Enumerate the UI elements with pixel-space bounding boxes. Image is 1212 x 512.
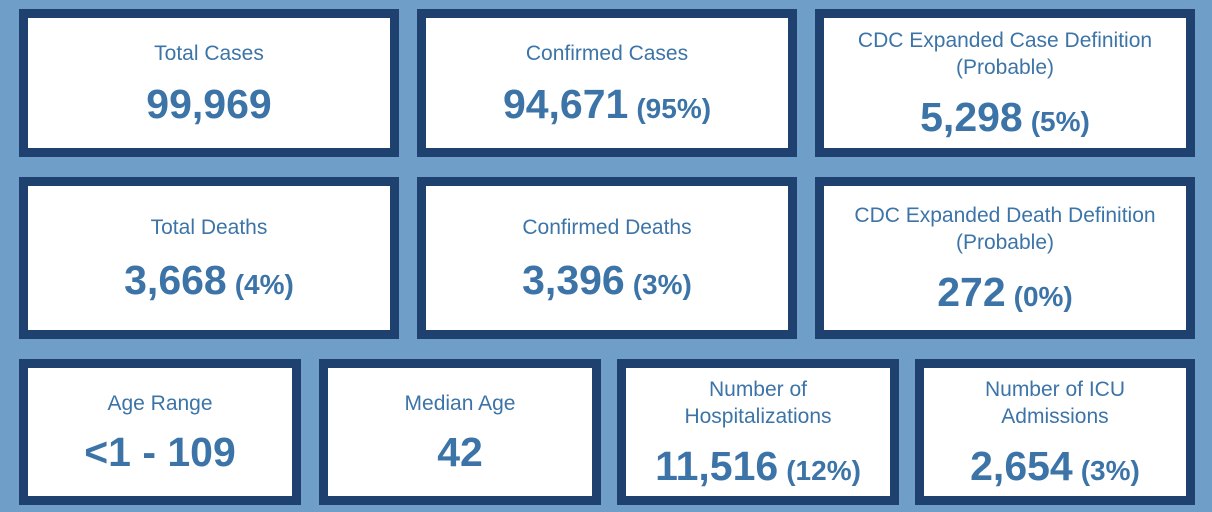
cdc-expanded-case-definition-card: CDC Expanded Case Definition (Probable) … bbox=[815, 9, 1195, 157]
hospitalizations-label-line-2: Hospitalizations bbox=[684, 405, 832, 429]
hospitalizations-label-line-1: Number of bbox=[708, 378, 808, 402]
icu-admissions-value-line: 2,654 (3%) bbox=[970, 442, 1140, 489]
icu-admissions-label-line-1: Number of ICU bbox=[984, 378, 1126, 402]
confirmed-deaths-percent: (3%) bbox=[632, 268, 692, 300]
total-cases-value-line: 99,969 bbox=[146, 83, 271, 126]
cdc-expanded-death-definition-card: CDC Expanded Death Definition (Probable)… bbox=[815, 177, 1195, 339]
total-deaths-percent: (4%) bbox=[234, 268, 294, 300]
icu-admissions-label-line-2: Admissions bbox=[1001, 405, 1109, 429]
cdc-expanded-case-definition-percent: (5%) bbox=[1030, 105, 1090, 137]
confirmed-cases-value-line: 94,671 (95%) bbox=[503, 83, 711, 126]
median-age-card: Median Age 42 bbox=[319, 359, 601, 505]
confirmed-cases-card: Confirmed Cases 94,671 (95%) bbox=[417, 9, 797, 157]
hospitalizations-card: Number of Hospitalizations 11,516 (12%) bbox=[617, 359, 899, 505]
median-age-label: Median Age bbox=[404, 392, 516, 416]
total-deaths-card: Total Deaths 3,668 (4%) bbox=[19, 177, 399, 339]
icu-admissions-percent: (3%) bbox=[1080, 454, 1140, 486]
cdc-expanded-case-definition-label-line-1: CDC Expanded Case Definition bbox=[857, 29, 1153, 53]
cdc-expanded-death-definition-label-line-1: CDC Expanded Death Definition bbox=[854, 204, 1156, 228]
total-deaths-value-line: 3,668 (4%) bbox=[124, 256, 294, 303]
age-range-value-line: <1 - 109 bbox=[84, 428, 236, 475]
cdc-expanded-death-definition-label-line-2: (Probable) bbox=[955, 231, 1055, 255]
median-age-value: 42 bbox=[437, 428, 483, 475]
confirmed-deaths-card: Confirmed Deaths 3,396 (3%) bbox=[417, 177, 797, 339]
cdc-expanded-case-definition-value-line: 5,298 (5%) bbox=[920, 93, 1090, 140]
age-range-label: Age Range bbox=[107, 392, 213, 416]
total-deaths-label: Total Deaths bbox=[150, 216, 268, 240]
cdc-expanded-death-definition-value: 272 bbox=[937, 268, 1006, 315]
hospitalizations-label: Number of Hospitalizations bbox=[684, 376, 831, 431]
icu-admissions-label: Number of ICU Admissions bbox=[985, 376, 1125, 431]
cdc-expanded-case-definition-label: CDC Expanded Case Definition (Probable) bbox=[858, 27, 1152, 82]
total-cases-card: Total Cases 99,969 bbox=[19, 9, 399, 157]
cdc-expanded-death-definition-value-line: 272 (0%) bbox=[937, 268, 1073, 315]
confirmed-deaths-label: Confirmed Deaths bbox=[522, 216, 692, 240]
confirmed-cases-label: Confirmed Cases bbox=[525, 41, 689, 65]
icu-admissions-value: 2,654 bbox=[970, 442, 1073, 489]
total-cases-value: 99,969 bbox=[146, 81, 272, 128]
hospitalizations-value-line: 11,516 (12%) bbox=[655, 442, 861, 489]
confirmed-cases-percent: (95%) bbox=[636, 93, 712, 125]
age-range-card: Age Range <1 - 109 bbox=[19, 359, 301, 505]
cdc-expanded-death-definition-percent: (0%) bbox=[1013, 280, 1073, 312]
icu-admissions-card: Number of ICU Admissions 2,654 (3%) bbox=[915, 359, 1195, 505]
confirmed-cases-value: 94,671 bbox=[502, 81, 629, 128]
age-range-value: <1 - 109 bbox=[84, 428, 236, 475]
confirmed-deaths-value-line: 3,396 (3%) bbox=[522, 256, 692, 303]
total-cases-label: Total Cases bbox=[154, 41, 264, 65]
total-deaths-value: 3,668 bbox=[124, 256, 227, 303]
cdc-expanded-case-definition-value: 5,298 bbox=[920, 93, 1023, 140]
cdc-expanded-case-definition-label-line-2: (Probable) bbox=[955, 56, 1055, 80]
median-age-value-line: 42 bbox=[437, 428, 483, 475]
hospitalizations-value: 11,516 bbox=[655, 442, 779, 489]
hospitalizations-percent: (12%) bbox=[786, 454, 861, 486]
confirmed-deaths-value: 3,396 bbox=[522, 256, 625, 303]
cdc-expanded-death-definition-label: CDC Expanded Death Definition (Probable) bbox=[854, 202, 1155, 257]
